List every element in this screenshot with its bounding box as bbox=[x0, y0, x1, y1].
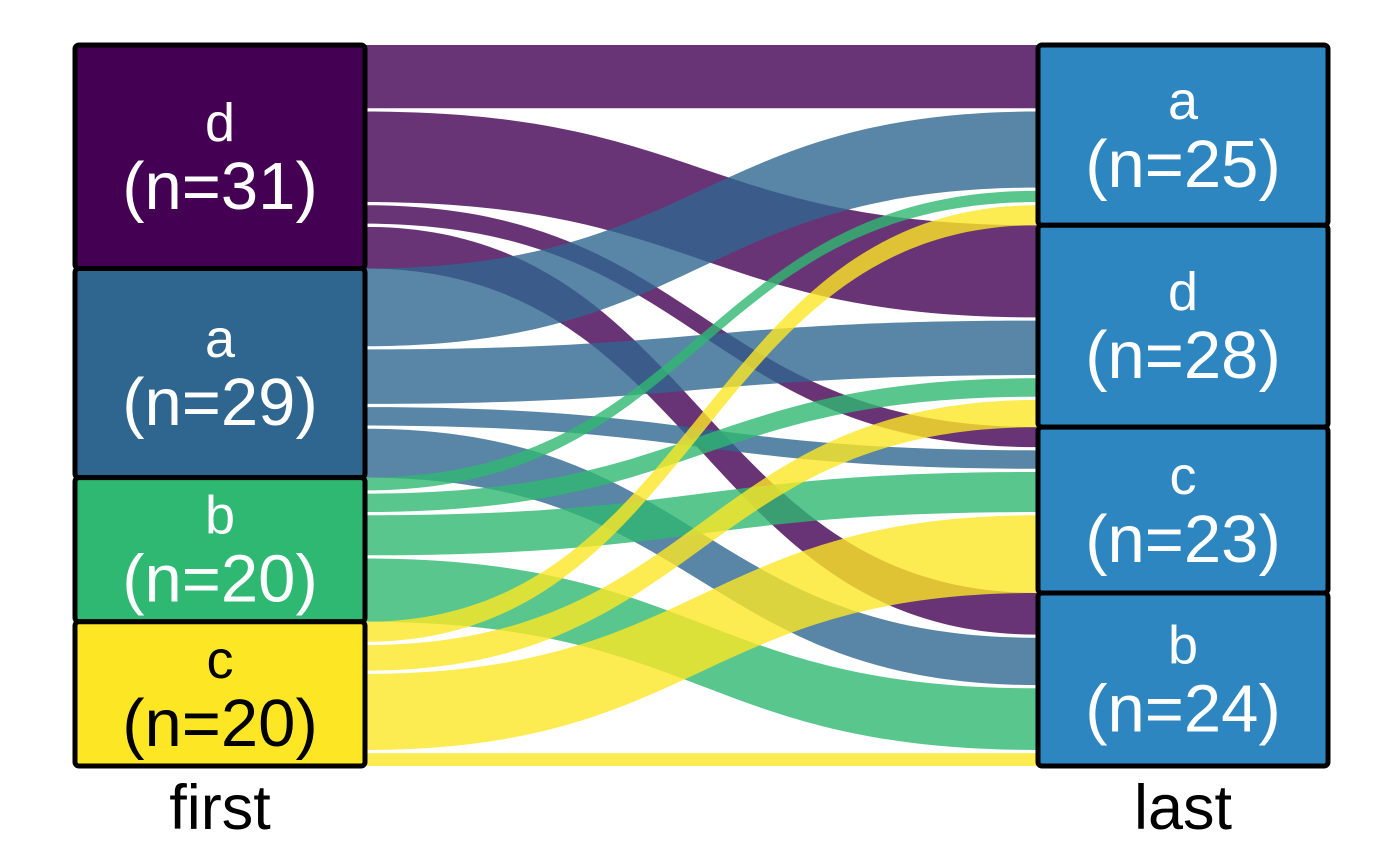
svg-text:(n=25): (n=25) bbox=[1085, 127, 1281, 202]
svg-text:c: c bbox=[207, 630, 234, 690]
svg-text:b: b bbox=[205, 486, 235, 546]
svg-text:a: a bbox=[1168, 71, 1199, 131]
svg-text:a: a bbox=[205, 309, 236, 369]
svg-text:(n=28): (n=28) bbox=[1085, 318, 1281, 393]
svg-text:c: c bbox=[1170, 446, 1197, 506]
svg-text:(n=23): (n=23) bbox=[1085, 502, 1281, 577]
svg-text:last: last bbox=[1134, 773, 1233, 843]
svg-text:(n=20): (n=20) bbox=[122, 542, 318, 617]
svg-text:(n=20): (n=20) bbox=[122, 686, 318, 761]
svg-text:(n=31): (n=31) bbox=[122, 149, 318, 224]
svg-text:(n=29): (n=29) bbox=[122, 365, 318, 440]
svg-text:d: d bbox=[1168, 262, 1198, 322]
svg-text:first: first bbox=[169, 773, 271, 843]
svg-text:b: b bbox=[1168, 615, 1198, 675]
svg-text:d: d bbox=[205, 93, 235, 153]
svg-text:(n=24): (n=24) bbox=[1085, 671, 1281, 746]
